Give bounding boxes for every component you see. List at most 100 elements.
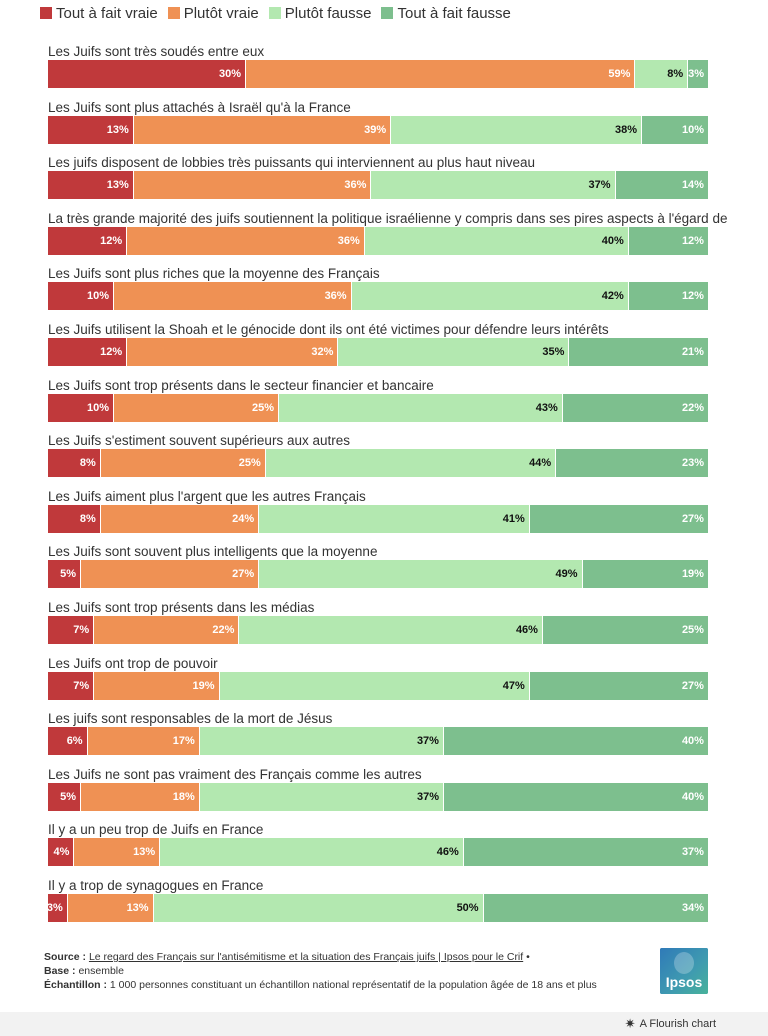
row-label: La très grande majorité des juifs soutie… <box>48 210 728 226</box>
bar-segment[interactable]: 27% <box>529 671 708 700</box>
bar-segment[interactable]: 38% <box>391 115 642 144</box>
bar-segment[interactable]: 10% <box>48 282 114 311</box>
bar-segment[interactable]: 46% <box>239 616 543 644</box>
bar-value-label: 12% <box>681 234 704 247</box>
flourish-credit-link[interactable]: ✷ A Flourish chart <box>625 1016 716 1032</box>
row-label: Les Juifs utilisent la Shoah et le génoc… <box>48 322 609 337</box>
bar-segment[interactable]: 12% <box>628 282 708 311</box>
bar-segment[interactable]: 40% <box>443 782 708 811</box>
legend-item[interactable]: Tout à fait fausse <box>381 4 511 22</box>
bar-value-label: 25% <box>238 457 261 470</box>
bar-segment[interactable]: 37% <box>371 171 616 200</box>
bar-segment[interactable]: 13% <box>74 838 161 867</box>
bar-value-label: 19% <box>192 679 215 692</box>
bar-segment[interactable]: 21% <box>569 338 708 366</box>
bar-segment[interactable]: 5% <box>48 560 81 589</box>
bar-segment[interactable]: 23% <box>556 449 708 478</box>
row-label: Les Juifs sont très soudés entre eux <box>48 44 265 59</box>
bar-segment[interactable]: 46% <box>160 838 464 867</box>
sample-text: 1 000 personnes constituant un échantill… <box>109 979 597 991</box>
legend-item[interactable]: Plutôt fausse <box>268 5 371 22</box>
bar-value-label: 37% <box>416 735 439 748</box>
bar-segment[interactable]: 37% <box>199 727 444 756</box>
bar-segment[interactable]: 40% <box>443 727 708 756</box>
bar-segment[interactable]: 50% <box>153 894 484 922</box>
bar-segment[interactable]: 39% <box>133 115 392 144</box>
bar-segment[interactable]: 44% <box>265 449 557 478</box>
bar-value-label: 12% <box>681 290 704 303</box>
bar-segment[interactable]: 10% <box>641 115 708 144</box>
bar-segment[interactable]: 36% <box>127 226 365 255</box>
bar-value-label: 36% <box>337 234 360 247</box>
bar-segment[interactable]: 34% <box>483 894 708 922</box>
bar-value-label: 25% <box>251 401 274 414</box>
legend-item[interactable]: Tout à fait vraie <box>40 5 158 22</box>
bar-segment[interactable]: 13% <box>48 115 134 144</box>
legend-swatch <box>268 7 281 19</box>
bar-segment[interactable]: 42% <box>351 282 629 311</box>
bar-segment[interactable]: 6% <box>48 727 88 756</box>
bar-segment[interactable]: 25% <box>100 449 266 478</box>
source-link[interactable]: Le regard des Français sur l'antisémitis… <box>88 951 524 963</box>
bar-segment[interactable]: 8% <box>48 449 101 478</box>
bar-segment[interactable]: 7% <box>48 671 95 700</box>
bar-segment[interactable]: 8% <box>48 504 101 533</box>
bar-segment[interactable]: 22% <box>562 393 708 422</box>
bar-segment[interactable]: 19% <box>582 560 708 589</box>
bar-segment[interactable]: 7% <box>48 616 95 644</box>
bar-segment[interactable]: 14% <box>615 171 708 200</box>
bar-segment[interactable]: 47% <box>219 671 530 700</box>
legend-label: Tout à fait vraie <box>56 4 158 22</box>
bar-segment[interactable]: 36% <box>114 282 352 311</box>
row-label: Les Juifs sont trop présents dans le sec… <box>48 377 434 393</box>
row-label: Les juifs disposent de lobbies très puis… <box>48 155 536 171</box>
bar-segment[interactable]: 36% <box>133 171 372 200</box>
bar-segment[interactable]: 59% <box>246 60 636 88</box>
bar-segment[interactable]: 25% <box>114 393 279 422</box>
bar-segment[interactable]: 37% <box>463 838 708 867</box>
bar-segment[interactable]: 5% <box>48 782 81 811</box>
source-line: Source : Le regard des Français sur l'an… <box>44 950 644 964</box>
row-label: Les Juifs sont plus riches que la moyenn… <box>48 266 380 282</box>
bar-segment[interactable]: 19% <box>94 671 220 700</box>
bar-segment[interactable]: 17% <box>87 727 200 756</box>
bar-segment[interactable]: 13% <box>67 894 154 922</box>
bar-segment[interactable]: 49% <box>259 560 583 589</box>
bar-value-label: 7% <box>73 624 90 636</box>
bar-segment[interactable]: 24% <box>100 504 260 533</box>
bar-segment[interactable]: 35% <box>338 338 570 366</box>
source-label: Source : <box>44 951 87 963</box>
bar-row: 5% 18% 37% 40% <box>48 782 708 811</box>
bar-segment[interactable]: 43% <box>279 393 563 422</box>
bar-segment[interactable]: 12% <box>48 226 128 255</box>
legend-item[interactable]: Plutôt vraie <box>167 5 259 22</box>
bar-value-label: 59% <box>608 68 631 80</box>
bar-segment[interactable]: 27% <box>529 504 708 533</box>
bar-segment[interactable]: 4% <box>48 838 75 867</box>
bar-segment[interactable]: 3% <box>47 894 68 922</box>
logo-mark <box>674 952 694 974</box>
bar-segment[interactable]: 41% <box>259 504 530 533</box>
bar-row: 6% 17% 37% 40% <box>48 727 708 756</box>
bar-segment[interactable]: 22% <box>94 616 240 644</box>
bar-value-label: 37% <box>681 846 704 859</box>
bar-segment[interactable]: 12% <box>628 226 708 255</box>
sample-line: Échantillon : 1 000 personnes constituan… <box>44 978 644 992</box>
legend-label: Tout à fait fausse <box>397 4 511 22</box>
bar-segment[interactable]: 18% <box>81 782 200 811</box>
bar-segment[interactable]: 32% <box>127 338 339 366</box>
bar-value-label: 5% <box>60 790 76 803</box>
bar-segment[interactable]: 37% <box>199 782 444 811</box>
bar-segment[interactable]: 3% <box>688 60 708 88</box>
bar-value-label: 37% <box>588 179 611 192</box>
bar-segment[interactable]: 30% <box>48 60 246 88</box>
bar-segment[interactable]: 40% <box>364 226 629 255</box>
bar-segment[interactable]: 27% <box>81 560 260 589</box>
bar-segment[interactable]: 13% <box>48 171 134 200</box>
bar-segment[interactable]: 25% <box>542 616 708 644</box>
bar-segment[interactable]: 10% <box>48 393 114 422</box>
bar-segment[interactable]: 12% <box>48 338 128 366</box>
bar-segment[interactable]: 8% <box>635 60 689 88</box>
row-label: Il y a trop de synagogues en France <box>48 878 264 893</box>
bar-value-label: 46% <box>436 846 459 859</box>
